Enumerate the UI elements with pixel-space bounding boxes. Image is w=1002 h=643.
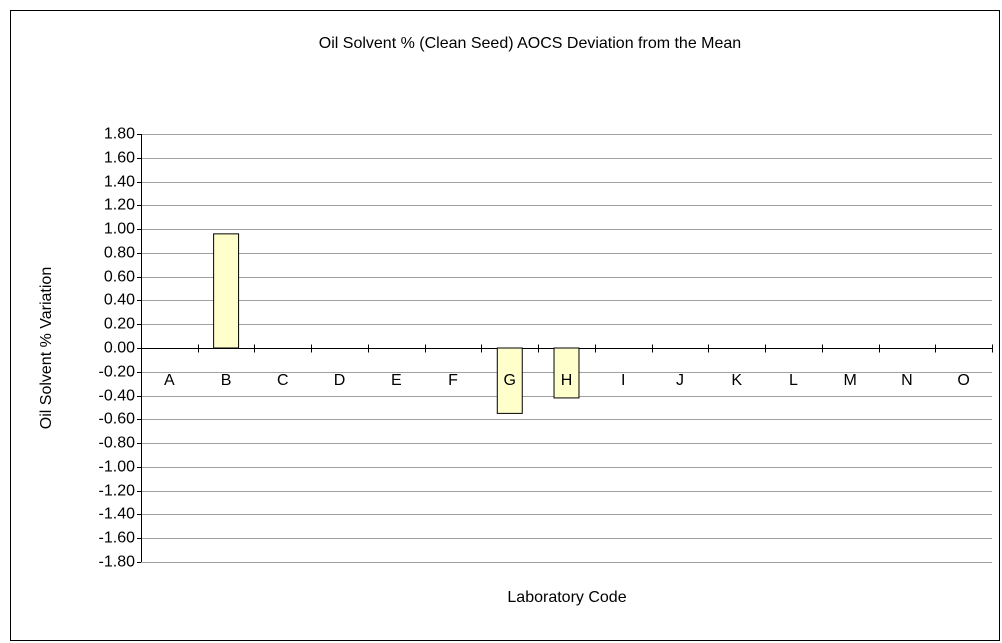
y-tick-label: -1.60	[99, 530, 136, 547]
y-tick-label: -1.40	[99, 506, 136, 523]
x-tick-label: D	[334, 372, 346, 389]
x-tick-label: O	[957, 372, 969, 389]
x-tick-label: C	[277, 372, 289, 389]
y-tick-label: -0.80	[99, 435, 136, 452]
x-tick-label: A	[164, 372, 175, 389]
y-tick-label: -1.80	[99, 554, 136, 571]
y-tick-label: -0.40	[99, 388, 136, 405]
x-tick-label: J	[676, 372, 684, 389]
bar	[553, 347, 580, 399]
y-tick-label: -0.60	[99, 411, 136, 428]
x-tick-label: I	[621, 372, 625, 389]
y-tick-label: -0.20	[99, 364, 136, 381]
x-tick-label: L	[789, 372, 798, 389]
chart-border	[10, 10, 1000, 641]
chart-title: Oil Solvent % (Clean Seed) AOCS Deviatio…	[319, 35, 741, 52]
y-tick-label: -1.20	[99, 483, 136, 500]
x-tick-label: N	[901, 372, 913, 389]
y-tick-label: 0.60	[104, 269, 135, 286]
y-tick-label: -1.00	[99, 459, 136, 476]
x-tick-label: H	[561, 372, 573, 389]
x-tick-label: B	[221, 372, 232, 389]
y-tick-label: 1.80	[104, 126, 135, 143]
y-tick-label: 1.40	[104, 174, 135, 191]
y-tick-label: 0.80	[104, 245, 135, 262]
y-tick-label: 0.20	[104, 316, 135, 333]
y-tick-label: 0.40	[104, 292, 135, 309]
y-tick-label: 1.00	[104, 221, 135, 238]
y-tick-label: 1.60	[104, 150, 135, 167]
x-tick-label: K	[731, 372, 742, 389]
x-tick-label: G	[504, 372, 516, 389]
x-axis-title: Laboratory Code	[507, 589, 626, 606]
y-tick-label: 1.20	[104, 197, 135, 214]
bar	[213, 233, 240, 349]
x-tick-label: M	[844, 372, 857, 389]
y-tick-label: 0.00	[104, 340, 135, 357]
x-tick-label: E	[391, 372, 402, 389]
x-tick-label: F	[448, 372, 458, 389]
y-axis-title: Oil Solvent % Variation	[38, 267, 55, 429]
bar	[496, 347, 523, 414]
